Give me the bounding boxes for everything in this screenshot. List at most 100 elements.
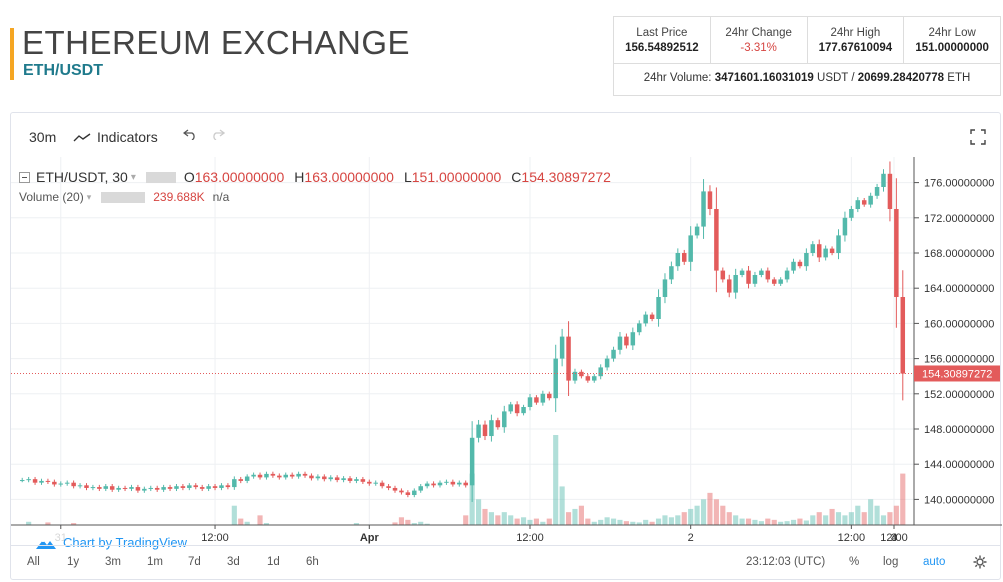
indicators-button[interactable]: Indicators xyxy=(73,129,158,145)
candle-body xyxy=(733,275,738,293)
tradingview-chart[interactable]: 30m Indicators 140.00000000 144.00000000 1… xyxy=(10,112,1002,581)
stat-value: 156.54892512 xyxy=(625,42,699,54)
auto-toggle[interactable]: auto xyxy=(923,556,946,568)
range-1d[interactable]: 1d xyxy=(267,556,280,568)
candle-body xyxy=(521,407,526,414)
candle-body xyxy=(212,486,218,488)
range-3d[interactable]: 3d xyxy=(227,556,240,568)
volume-bar xyxy=(475,499,482,525)
candle-body xyxy=(193,485,199,488)
volume-bar xyxy=(861,512,867,525)
candle-body xyxy=(437,482,443,486)
volume-settings-icon[interactable] xyxy=(101,191,146,203)
log-toggle[interactable]: log xyxy=(883,556,899,568)
volume-bar xyxy=(353,523,360,525)
candle-body xyxy=(540,393,546,403)
candle-body xyxy=(174,486,179,489)
undo-button[interactable] xyxy=(182,127,197,143)
redo-button[interactable] xyxy=(211,127,226,143)
candle-body xyxy=(726,279,732,293)
volume-bar xyxy=(880,515,887,525)
candle-body xyxy=(791,261,796,271)
range-all[interactable]: All xyxy=(27,556,40,568)
volume-bar xyxy=(26,521,32,525)
stat-label: 24hr Low xyxy=(928,27,976,39)
candle-body xyxy=(598,367,603,377)
candle-body xyxy=(649,314,655,319)
candle-body xyxy=(746,270,751,284)
stat-last-price: Last Price 156.54892512 xyxy=(614,17,711,63)
volume-legend-value: 239.688K xyxy=(153,190,205,204)
chart-grid xyxy=(11,157,914,525)
stat-24h-high: 24hr High 177.67610094 xyxy=(808,17,905,63)
candle-body xyxy=(508,404,513,412)
candle-body xyxy=(412,490,417,495)
candle-body xyxy=(360,479,366,482)
candle-body xyxy=(669,266,674,280)
candle-body xyxy=(855,200,861,209)
volume-bar xyxy=(778,521,784,525)
volume-bar xyxy=(694,505,700,525)
legend-settings-icon[interactable] xyxy=(145,171,176,183)
stats-row: Last Price 156.54892512 24hr Change -3.3… xyxy=(614,17,1000,64)
candle-body xyxy=(45,480,51,482)
candle-body xyxy=(392,487,398,491)
candle-body xyxy=(225,485,231,488)
candle-body xyxy=(424,483,430,487)
volume-bar xyxy=(752,519,758,525)
fullscreen-icon[interactable] xyxy=(970,129,986,145)
candle-body xyxy=(714,209,719,271)
volume-bar xyxy=(263,523,270,525)
candle-body xyxy=(341,478,346,481)
candlesticks xyxy=(11,161,914,502)
price-tick-label: 156.00000000 xyxy=(924,354,994,366)
volume-bar xyxy=(765,518,771,525)
chart-area[interactable]: 140.00000000 144.00000000 148.00000000 152.… xyxy=(11,157,1002,581)
volume-bar xyxy=(874,505,880,525)
volume-bar xyxy=(662,515,668,525)
interval-selector[interactable]: 30m xyxy=(29,129,57,145)
candle-body xyxy=(19,480,25,482)
candle-body xyxy=(592,376,597,381)
candle-body xyxy=(797,261,803,267)
candle-body xyxy=(810,244,816,253)
candle-body xyxy=(450,481,456,485)
tradingview-watermark[interactable]: Chart by TradingView xyxy=(31,533,192,552)
percent-toggle[interactable]: % xyxy=(849,556,860,568)
range-1m[interactable]: 1m xyxy=(147,556,163,568)
range-7d[interactable]: 7d xyxy=(188,556,201,568)
candle-body xyxy=(444,481,449,483)
candle-body xyxy=(476,424,481,438)
tradingview-logo-icon xyxy=(36,537,56,549)
candle-body xyxy=(354,479,359,481)
volume-bar xyxy=(887,512,893,525)
candle-body xyxy=(630,332,636,346)
candle-body xyxy=(347,478,353,481)
candle-body xyxy=(656,297,661,319)
redo-icon xyxy=(213,129,226,141)
range-6h[interactable]: 6h xyxy=(306,556,319,568)
volume-dropdown-icon[interactable]: ▾ xyxy=(86,191,92,202)
stat-label: Last Price xyxy=(636,27,688,39)
stat-value: -3.31% xyxy=(740,42,777,54)
page-title: ETHEREUM EXCHANGE xyxy=(22,24,411,61)
volume-bar xyxy=(411,523,417,525)
candle-body xyxy=(180,486,186,488)
stat-24h-change: 24hr Change -3.31% xyxy=(711,17,808,63)
settings-gear-icon[interactable] xyxy=(973,555,987,569)
collapse-legend-button[interactable] xyxy=(19,171,30,183)
volume-bar xyxy=(713,499,719,525)
range-1y[interactable]: 1y xyxy=(67,556,80,568)
volume-bar xyxy=(810,515,816,525)
volume-bar xyxy=(546,518,552,525)
price-chart-svg[interactable]: 140.00000000 144.00000000 148.00000000 152.… xyxy=(11,157,1002,547)
candle-body xyxy=(97,487,102,489)
symbol-dropdown-icon[interactable]: ▾ xyxy=(130,171,136,183)
volume-bar xyxy=(643,519,649,525)
volume-bar xyxy=(501,512,507,525)
time-tick-label: 12:00 xyxy=(880,532,908,544)
candle-body xyxy=(752,275,758,284)
volume-bar xyxy=(578,505,584,525)
volume-bar xyxy=(668,517,674,525)
range-3m[interactable]: 3m xyxy=(105,556,121,568)
